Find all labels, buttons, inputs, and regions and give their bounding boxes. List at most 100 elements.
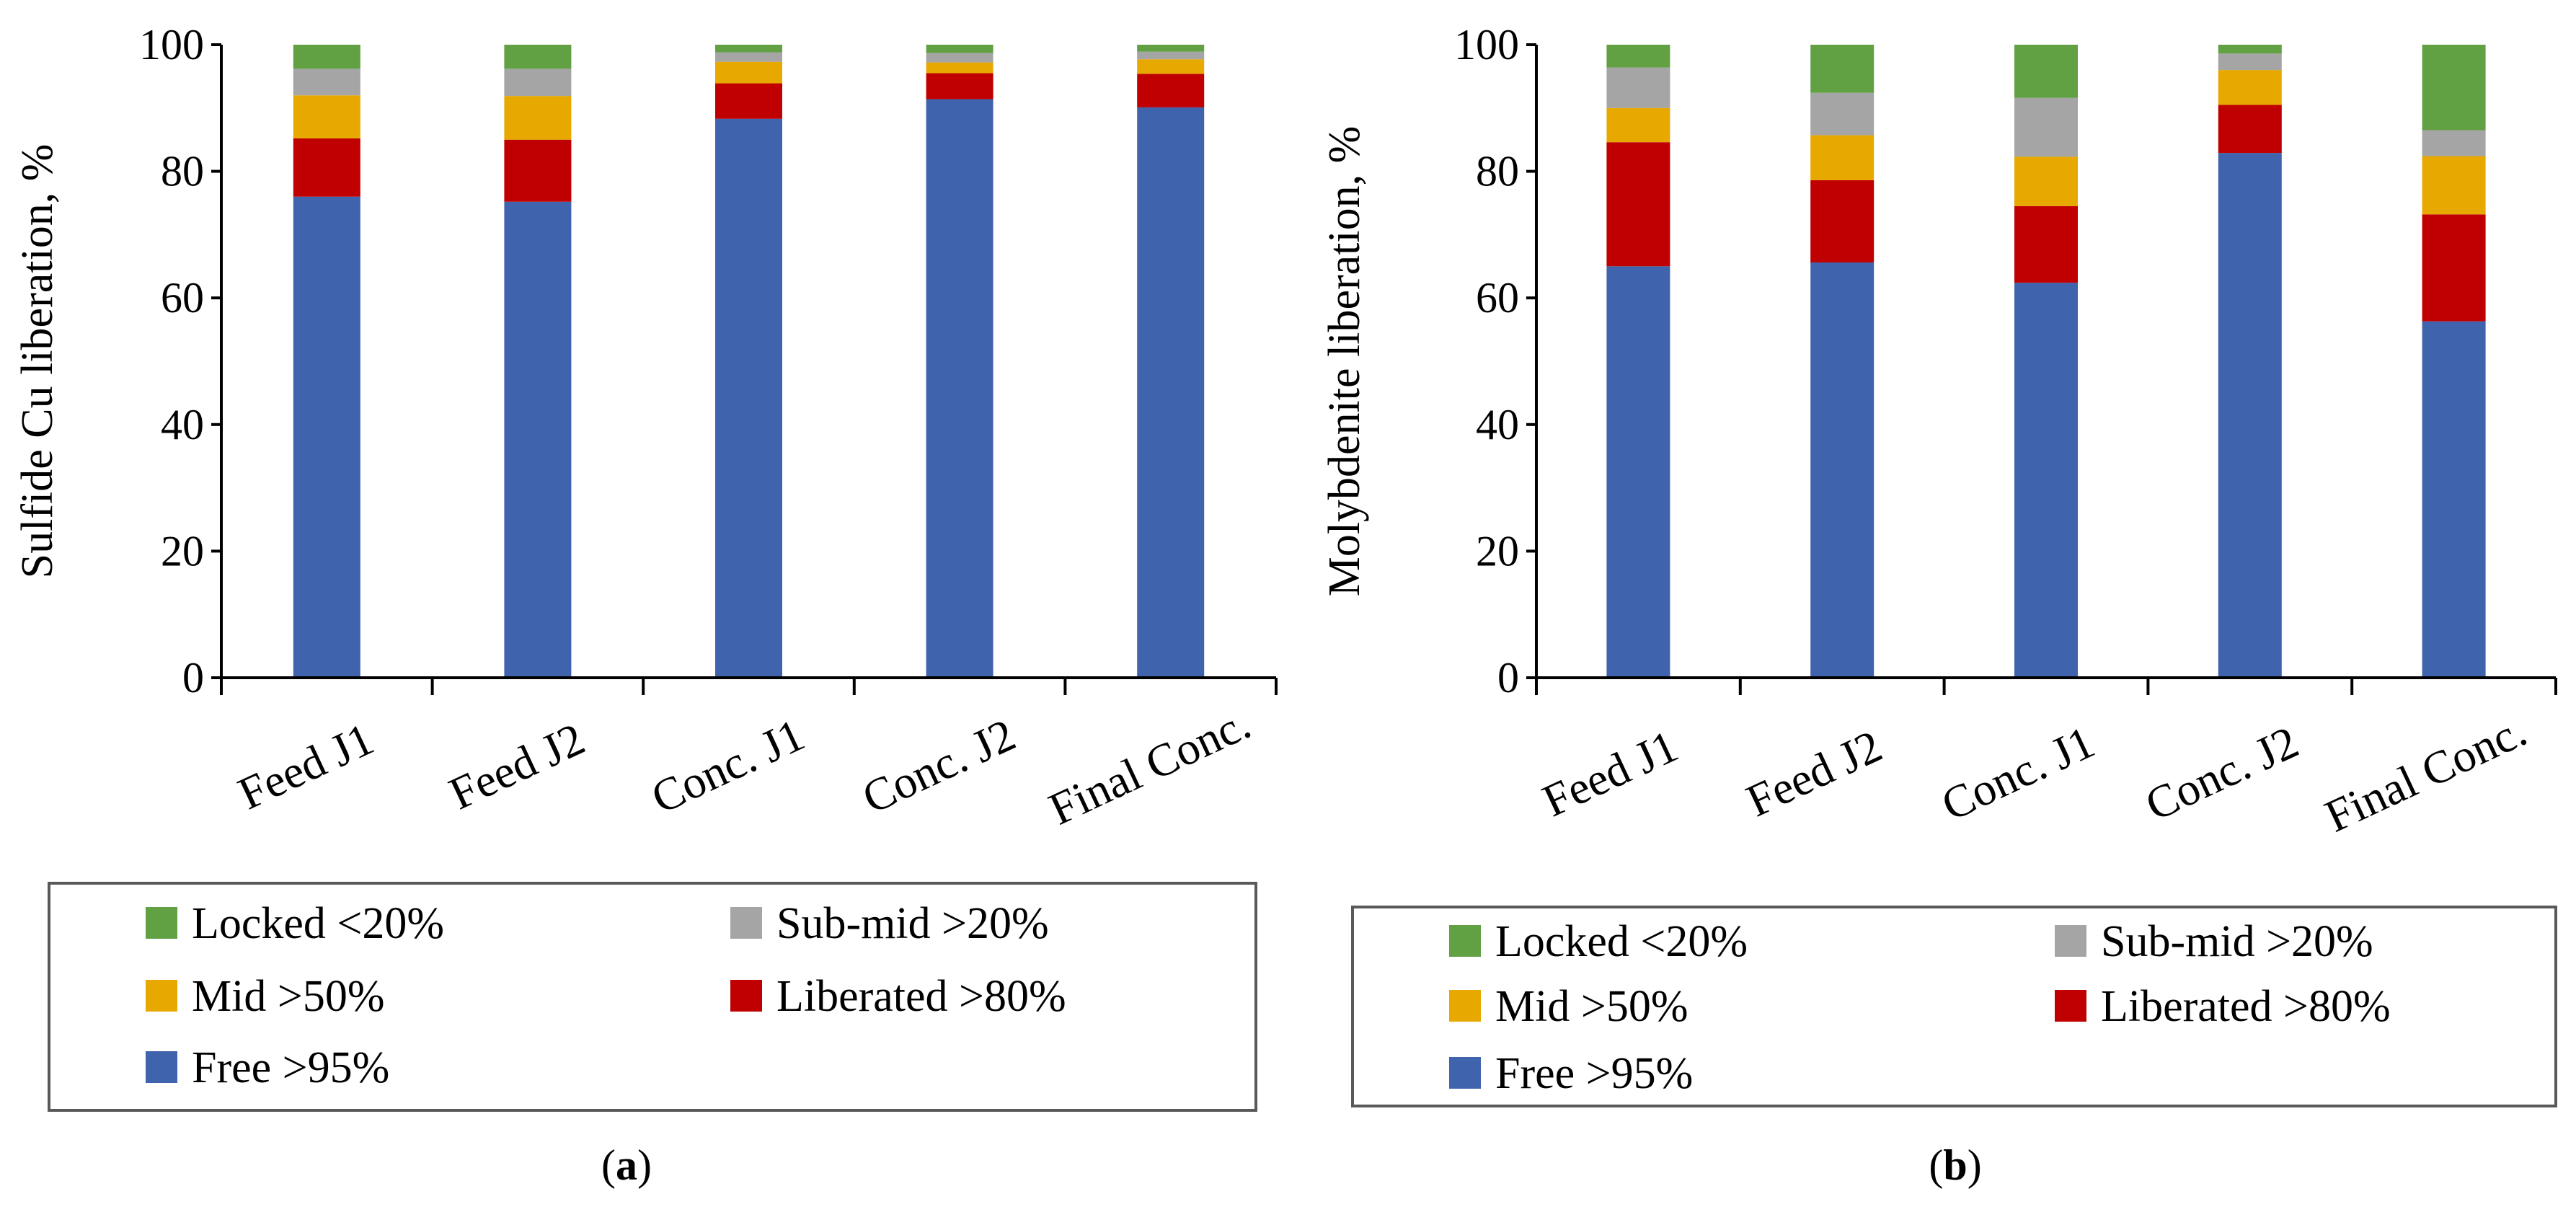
bar-locked-20-conc-j1 [715,45,782,53]
legend-swatch-locked-20 [1449,925,1481,957]
x-tick-label: Feed J1 [231,713,381,820]
bar-locked-20-conc-j2 [926,45,993,53]
bar-free-95-feed-j2 [1810,262,1875,678]
bar-free-95-feed-j1 [293,196,360,678]
bar-sub-mid-20-feed-j2 [1810,92,1875,136]
y-tick-label: 60 [1476,274,1519,322]
bar-liberated-80-final-conc [2422,214,2486,322]
bar-liberated-80-conc-j1 [2014,205,2078,283]
bar-sub-mid-20-feed-j1 [1606,67,1670,108]
legend-label-mid-50: Mid >50% [1495,982,1688,1031]
bar-mid-50-conc-j1 [2014,156,2078,206]
bar-liberated-80-final-conc [1137,74,1205,107]
panel-caption: (a) [601,1141,652,1189]
y-tick-label: 80 [1476,148,1519,195]
bar-mid-50-feed-j1 [1606,107,1670,143]
x-tick-label: Conc. J2 [855,709,1023,823]
bar-mid-50-final-conc [2422,156,2486,215]
bar-free-95-conc-j1 [2014,283,2078,678]
legend-label-mid-50: Mid >50% [192,972,384,1021]
y-tick-label: 20 [161,527,204,575]
legend-swatch-liberated-80 [730,980,762,1012]
bar-liberated-80-conc-j1 [715,83,782,119]
legend-box [48,882,1257,1112]
legend-label-free-95: Free >95% [1495,1049,1693,1098]
bar-sub-mid-20-feed-j1 [293,68,360,96]
bar-sub-mid-20-feed-j2 [504,68,572,97]
y-tick-label: 0 [182,654,204,702]
bar-sub-mid-20-final-conc [2422,130,2486,156]
bar-free-95-feed-j2 [504,201,572,678]
y-tick-label: 60 [161,274,204,322]
x-tick-label: Feed J2 [441,713,592,820]
x-tick-label: Feed J1 [1535,720,1686,827]
bar-liberated-80-conc-j2 [926,73,993,99]
bar-mid-50-feed-j2 [504,96,572,140]
legend-swatch-locked-20 [146,907,177,939]
bar-sub-mid-20-final-conc [1137,51,1205,60]
bar-locked-20-final-conc [1137,45,1205,52]
y-tick-label: 0 [1497,654,1519,702]
panel-caption: (b) [1929,1141,1981,1189]
bar-mid-50-final-conc [1137,59,1205,74]
bar-mid-50-conc-j2 [926,62,993,74]
bar-liberated-80-feed-j1 [293,138,360,197]
y-tick-label: 40 [1476,401,1519,448]
y-tick-label: 20 [1476,527,1519,575]
legend-swatch-free-95 [146,1051,177,1083]
bar-free-95-feed-j1 [1606,266,1670,678]
legend-label-locked-20: Locked <20% [192,899,444,948]
x-tick-label: Conc. J2 [2138,716,2306,831]
y-tick-label: 80 [161,148,204,195]
x-tick-label: Final Conc. [2317,704,2534,842]
legend-label-free-95: Free >95% [192,1043,389,1092]
legend-label-sub-mid-20: Sub-mid >20% [2101,917,2373,966]
x-tick-label: Feed J2 [1739,720,1890,827]
bar-locked-20-feed-j2 [504,45,572,69]
legend-label-liberated-80: Liberated >80% [776,972,1066,1021]
bar-mid-50-conc-j2 [2218,70,2282,105]
bar-mid-50-feed-j2 [1810,135,1875,180]
y-tick-label: 40 [161,401,204,448]
legend-box [1351,906,2557,1107]
bar-free-95-conc-j2 [2218,153,2282,678]
bar-locked-20-feed-j1 [1606,45,1670,68]
bar-locked-20-conc-j1 [2014,45,2078,98]
legend-swatch-sub-mid-20 [2055,925,2086,957]
bar-mid-50-feed-j1 [293,95,360,138]
bar-sub-mid-20-conc-j1 [715,52,782,62]
y-axis-title: Sulfide Cu liberation, % [13,144,62,579]
bar-free-95-final-conc [1137,107,1205,678]
bar-locked-20-feed-j1 [293,45,360,69]
x-tick-label: Conc. J1 [1934,716,2102,831]
bar-free-95-final-conc [2422,321,2486,678]
y-tick-label: 100 [1454,21,1519,68]
bar-liberated-80-feed-j2 [504,139,572,202]
bar-free-95-conc-j2 [926,99,993,678]
y-axis-title: Molybdenite liberation, % [1320,126,1369,597]
legend-label-sub-mid-20: Sub-mid >20% [776,899,1049,948]
x-tick-label: Conc. J1 [644,709,812,823]
bar-locked-20-final-conc [2422,45,2486,131]
legend-label-locked-20: Locked <20% [1495,917,1748,966]
bar-sub-mid-20-conc-j2 [926,53,993,63]
panel-a: 0 20 40 60 80 100 Sulfide Cu liberation, % Feed… [13,21,1278,1189]
y-tick-label: 100 [139,21,204,68]
bar-liberated-80-conc-j2 [2218,105,2282,154]
panel-b: 0 20 40 60 80 100 Molybdenite liberation, % Fee… [1320,21,2557,1189]
bar-sub-mid-20-conc-j2 [2218,53,2282,71]
bar-mid-50-conc-j1 [715,61,782,84]
legend-swatch-mid-50 [1449,990,1481,1022]
bar-liberated-80-feed-j1 [1606,142,1670,267]
legend-swatch-free-95 [1449,1057,1481,1089]
legend-swatch-mid-50 [146,980,177,1012]
bar-locked-20-conc-j2 [2218,45,2282,54]
bar-locked-20-feed-j2 [1810,45,1875,93]
bar-liberated-80-feed-j2 [1810,180,1875,263]
legend-label-liberated-80: Liberated >80% [2101,982,2391,1031]
bar-free-95-conc-j1 [715,118,782,678]
bar-sub-mid-20-conc-j1 [2014,97,2078,157]
x-tick-label: Final Conc. [1041,697,1258,835]
legend-swatch-liberated-80 [2055,990,2086,1022]
